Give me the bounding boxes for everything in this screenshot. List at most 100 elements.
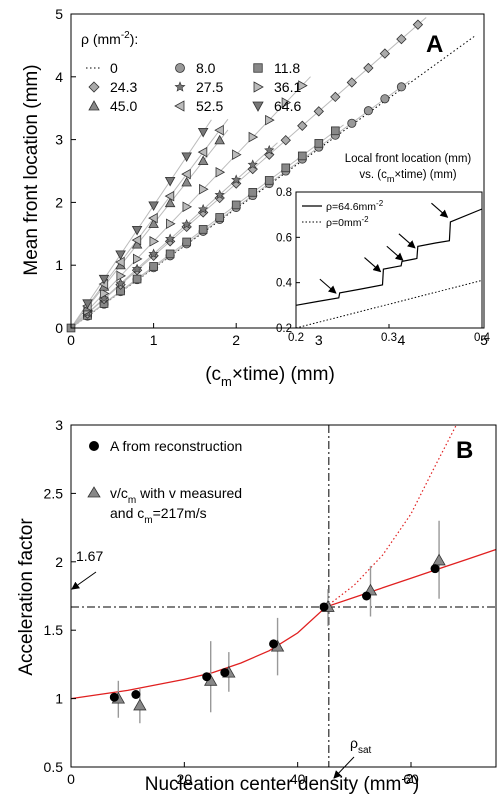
point-27.5 — [148, 248, 159, 259]
point-45.0 — [181, 176, 192, 187]
panel-b-frame — [70, 424, 497, 768]
point-24.3 — [197, 207, 209, 218]
point-24.3 — [247, 163, 258, 175]
point-27.5 — [264, 144, 275, 155]
circle-point — [202, 672, 212, 682]
circle-point — [362, 591, 371, 601]
circle-point — [430, 564, 440, 574]
panel-b-xlabel: Nucleation center density (mm-2) — [145, 771, 420, 795]
point-24.3 — [313, 106, 324, 117]
inset-arrow — [364, 257, 382, 273]
panel-a-legend: ρ (mm-2): 0 8.0 11.8 24.3 27.5 36.1 45.0 52.5 64… — [81, 30, 301, 114]
panel-b-ytick: 1.5 — [44, 622, 64, 638]
panel-a-ytick: 1 — [55, 257, 63, 273]
panel-a-ytick: 5 — [55, 6, 63, 22]
legend-title: ρ (mm-2): — [81, 30, 138, 47]
point-11.8 — [231, 200, 241, 210]
point-45.0 — [197, 155, 209, 166]
point-27.5 — [214, 189, 225, 200]
panel-b-ytick: 0.5 — [44, 759, 64, 775]
point-8.0 — [380, 94, 390, 104]
point-45.0 — [214, 134, 225, 145]
legend-label-11.8: 11.8 — [274, 60, 300, 76]
panel-b: 0 20 40 60 0.5 1 1.5 2 2.5 3 B Acceleration facto… — [16, 417, 497, 795]
point-36.1 — [133, 253, 143, 265]
series-0-line — [70, 34, 477, 329]
inset-title-line2: vs. (cm×time) (mm) — [359, 169, 456, 184]
panel-a-xtick: 0 — [67, 332, 75, 348]
legend-label-45.0: 45.0 — [110, 98, 137, 114]
inset-arrows — [319, 202, 449, 294]
inset-legend-dotted: ρ=0mm-2 — [326, 215, 369, 229]
panel-a-xtick: 3 — [315, 332, 323, 348]
point-64.6 — [82, 299, 93, 309]
point-8.0 — [363, 106, 373, 116]
panel-b-label: B — [456, 437, 473, 464]
point-52.5 — [197, 146, 208, 158]
point-27.5 — [131, 263, 143, 274]
panel-b-guides — [71, 425, 496, 767]
annotation-1-67: 1.67 — [76, 548, 103, 564]
point-27.5 — [165, 233, 176, 244]
inset-ytick: 0.6 — [276, 232, 292, 244]
inset-arrow — [398, 233, 416, 249]
legend-label-36.1: 36.1 — [274, 79, 301, 95]
point-24.3 — [412, 19, 424, 30]
circle-point — [220, 668, 230, 678]
point-24.3 — [363, 62, 374, 74]
legend-swatch-24.3 — [88, 81, 100, 93]
fit-curve — [70, 548, 497, 700]
point-52.5 — [131, 234, 142, 246]
panel-b-ytick: 3 — [55, 417, 63, 433]
point-24.3 — [264, 149, 275, 160]
panel-a-ytick: 0 — [55, 320, 63, 336]
inset-arrow — [386, 245, 404, 261]
panel-b-xtick: 60 — [403, 771, 419, 787]
legend-v-measured-line2: and cm=217m/s — [110, 505, 207, 526]
point-45.0 — [148, 218, 159, 228]
point-24.3 — [330, 91, 341, 103]
annotation-rho-sat: ρsat — [350, 735, 372, 756]
point-36.1 — [99, 288, 110, 299]
point-11.8 — [149, 262, 158, 271]
point-52.5 — [115, 256, 125, 268]
point-27.5 — [115, 278, 126, 288]
panel-b-xtick: 0 — [67, 771, 75, 787]
point-64.6 — [98, 274, 110, 285]
point-24.3 — [396, 33, 407, 45]
legend-swatch-11.8 — [253, 63, 263, 73]
point-36.1 — [281, 97, 292, 108]
point-36.1 — [166, 218, 176, 230]
panel-a-ytick: 3 — [55, 132, 63, 148]
panel-a-xtick: 4 — [398, 332, 406, 348]
panel-a-ytick: 4 — [55, 69, 63, 85]
legend-swatch-45.0 — [88, 100, 100, 111]
panel-b-curves — [70, 424, 497, 700]
panel-a-data-points — [66, 19, 424, 333]
legend-label-27.5: 27.5 — [196, 79, 223, 95]
point-36.1 — [215, 166, 226, 178]
triangle-point — [133, 698, 147, 711]
inset-curves — [295, 208, 483, 329]
point-24.3 — [346, 77, 358, 88]
point-11.8 — [132, 274, 142, 284]
point-11.8 — [198, 225, 208, 234]
point-36.1 — [149, 236, 160, 247]
point-52.5 — [164, 190, 175, 202]
inset-arrow — [431, 202, 449, 218]
panel-b-ticks: 0 20 40 60 0.5 1 1.5 2 2.5 3 — [44, 417, 419, 787]
point-27.5 — [231, 174, 242, 185]
legend-swatch-8.0 — [175, 63, 185, 73]
panel-a-xtick: 5 — [480, 332, 488, 348]
inset-ticks: 0.2 0.3 0.4 0.2 0.4 0.6 0.8 — [276, 187, 491, 344]
point-11.8 — [165, 249, 175, 259]
point-24.3 — [181, 221, 192, 233]
panel-b-legend: A from reconstruction v/cm with v measur… — [87, 438, 242, 526]
point-64.6 — [164, 176, 176, 187]
inset-legend-solid: ρ=64.6mm-2 — [326, 199, 384, 213]
point-11.8 — [264, 176, 274, 185]
inset-ytick: 0.8 — [276, 187, 292, 199]
point-36.1 — [248, 131, 259, 143]
legend-v-measured-line1: v/cm with v measured — [110, 485, 242, 506]
